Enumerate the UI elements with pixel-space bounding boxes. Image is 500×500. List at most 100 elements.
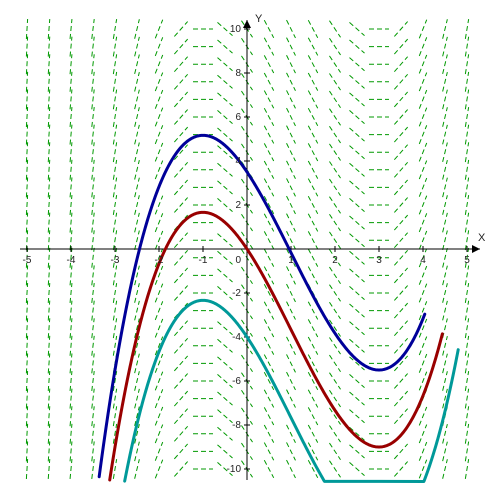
slope-segment [286,143,296,162]
slope-segment [286,19,296,39]
slope-segment [134,353,140,374]
slope-segment [173,249,189,266]
slope-segment [329,143,341,161]
slope-segment [69,335,73,356]
slope-segment [69,212,73,233]
slope-segment [154,301,164,321]
slope-segment [464,230,470,251]
slope-segment [349,426,365,441]
y-tick-label: 8 [235,68,241,79]
slope-segment [393,232,409,249]
y-tick-label: 10 [230,24,242,35]
slope-segment [134,212,140,233]
slope-segment [442,195,448,215]
slope-segment [349,462,365,476]
slope-segment [418,160,428,180]
slope-segment [329,284,341,302]
slope-segment [329,55,341,73]
slope-segment [112,335,118,356]
slope-segment [393,56,409,73]
slope-segment [91,230,95,251]
slope-segment [134,230,140,251]
slope-segment [464,441,470,462]
y-axis-arrow [243,20,251,28]
slope-segment [418,283,428,303]
slope-segment [442,371,448,391]
slope-segment [173,390,189,407]
slope-segment [217,250,233,265]
slope-segment [307,143,319,162]
slope-segment [329,319,341,337]
slope-segment [442,283,448,303]
slope-segment [217,92,233,107]
slope-segment [442,265,448,286]
slope-segment [307,231,319,250]
slope-segment [464,107,470,127]
slope-segment [286,459,296,479]
slope-segment [329,108,341,126]
slope-segment [418,230,428,250]
slope-segment [307,178,319,197]
slope-segment [217,356,233,371]
tick-labels: -5 -4 -3 -2 -1 1 2 3 4 5 -10 -8 -6 -4 -2 2 4 6 8 10 0 X Y [23,13,486,475]
slope-segment [25,370,29,392]
slope-segment [134,300,140,321]
slope-segment [134,371,140,391]
slope-segment [464,177,470,198]
slope-segment [418,195,428,215]
slope-segment [286,160,296,179]
y-tick-label: -10 [227,464,242,475]
slope-segment [349,162,365,177]
slope-segment [464,459,470,479]
slope-segment [134,19,140,39]
slope-segment [393,443,409,460]
slope-segment [112,230,118,251]
slope-segment [25,265,29,286]
y-tick-label: 6 [235,112,241,123]
slope-segment [69,353,73,374]
slope-segment [217,426,233,441]
slope-segment [173,355,189,372]
slope-segment [69,89,73,110]
slope-segment [173,161,189,178]
slope-segment [307,371,319,391]
slope-segment [91,247,95,268]
slope-segment [263,442,275,461]
slope-segment [47,230,51,251]
slope-segment [442,300,448,321]
slope-segment [47,18,51,40]
slope-segment [442,335,448,356]
slope-segment [173,443,189,460]
slope-segment [112,423,118,444]
slope-segment [112,247,118,268]
slope-segment [25,423,29,444]
slope-segment [154,19,164,39]
slope-segment [286,248,296,267]
slope-segment [47,406,51,427]
slope-segment [173,21,189,37]
slope-field [25,18,470,480]
slope-segment [442,212,448,233]
slope-segment [173,461,189,477]
slope-segment [154,54,164,74]
slope-segment [91,459,95,479]
slope-segment [393,461,409,477]
slope-segment [349,233,365,248]
slope-segment [154,142,164,162]
slope-segment [442,177,448,198]
slope-segment [464,195,470,215]
slope-segment [25,159,29,180]
x-tick-label: -5 [23,255,32,266]
slope-segment [69,265,73,286]
slope-segment [418,406,428,426]
slope-segment [217,57,233,72]
slope-segment [349,338,365,353]
slope-segment [154,89,164,109]
slope-segment [47,247,51,268]
slope-segment [418,89,428,109]
slope-segment [25,194,29,216]
slope-segment [329,372,341,390]
slope-segment [69,36,73,57]
y-tick-label: 2 [235,200,241,211]
